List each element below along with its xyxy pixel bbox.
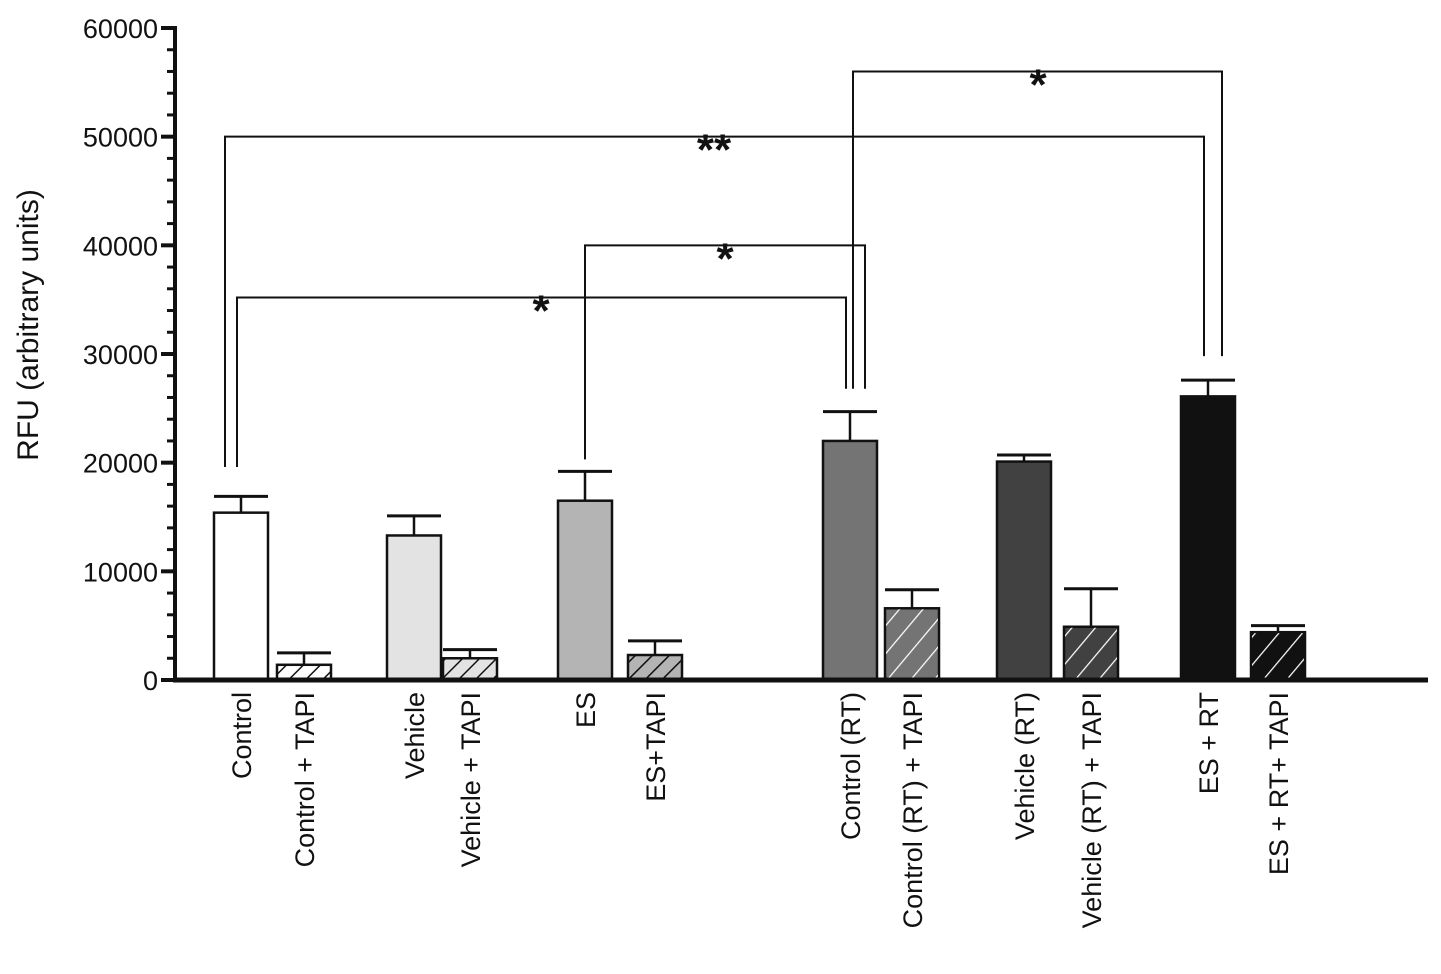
x-tick-label: Vehicle (RT) — [1010, 692, 1040, 840]
bar — [821, 439, 879, 682]
y-tick-label: 0 — [143, 666, 158, 696]
x-tick-label: Vehicle — [400, 692, 430, 779]
x-tick-label: Control (RT) + TAPI — [898, 692, 928, 928]
significance-bracket — [852, 70, 1223, 389]
bar-hatch — [278, 665, 330, 679]
y-tick-label: 30000 — [83, 340, 158, 370]
x-tick-label: ES+TAPI — [641, 692, 671, 802]
bar — [995, 460, 1053, 682]
x-tick-label: ES + RT+ TAPI — [1264, 692, 1294, 875]
bar — [1179, 395, 1237, 682]
significance-bracket — [224, 135, 1205, 468]
x-tick-label: Control — [227, 692, 257, 779]
bar — [556, 499, 614, 682]
significance-label: ** — [697, 126, 732, 175]
y-tick-label: 50000 — [83, 123, 158, 153]
y-tick-label: 20000 — [83, 449, 158, 479]
significance-label: * — [532, 286, 550, 335]
bar-hatch — [444, 659, 496, 679]
x-tick-label: Control + TAPI — [290, 692, 320, 867]
x-tick-label: Vehicle + TAPI — [456, 692, 486, 867]
significance-bracket — [584, 244, 866, 460]
bar-hatch — [629, 656, 681, 679]
significance-label: * — [716, 234, 734, 283]
x-tick-label: ES + RT — [1194, 692, 1224, 794]
bar — [385, 534, 443, 682]
y-tick-label: 40000 — [83, 231, 158, 261]
bar-hatch — [1065, 627, 1117, 679]
x-tick-label: ES — [571, 692, 601, 728]
y-tick-label: 10000 — [83, 557, 158, 587]
bar-hatch — [1252, 633, 1304, 679]
bar-hatch — [886, 609, 938, 679]
y-tick-label: 60000 — [83, 14, 158, 44]
significance-label: * — [1029, 60, 1047, 109]
y-axis-label: RFU (arbitrary units) — [12, 189, 45, 461]
x-tick-label: Control (RT) — [836, 692, 866, 840]
significance-bracket — [236, 296, 847, 468]
bar — [212, 511, 270, 682]
x-tick-label: Vehicle (RT) + TAPI — [1077, 692, 1107, 928]
